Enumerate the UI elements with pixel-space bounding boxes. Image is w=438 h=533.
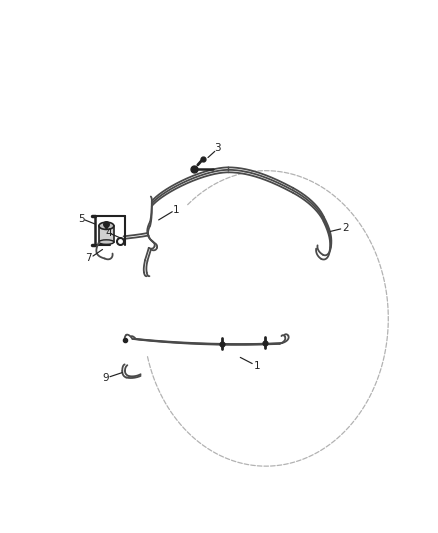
Text: 2: 2: [342, 223, 348, 233]
Ellipse shape: [99, 240, 113, 244]
Text: 5: 5: [78, 214, 85, 224]
Text: 3: 3: [214, 143, 220, 153]
Text: 1: 1: [254, 361, 260, 370]
Text: 1: 1: [172, 205, 179, 215]
Text: 4: 4: [105, 228, 112, 238]
Bar: [99, 226, 113, 242]
Text: 9: 9: [102, 373, 108, 383]
Text: 7: 7: [85, 253, 92, 263]
Ellipse shape: [99, 222, 113, 229]
